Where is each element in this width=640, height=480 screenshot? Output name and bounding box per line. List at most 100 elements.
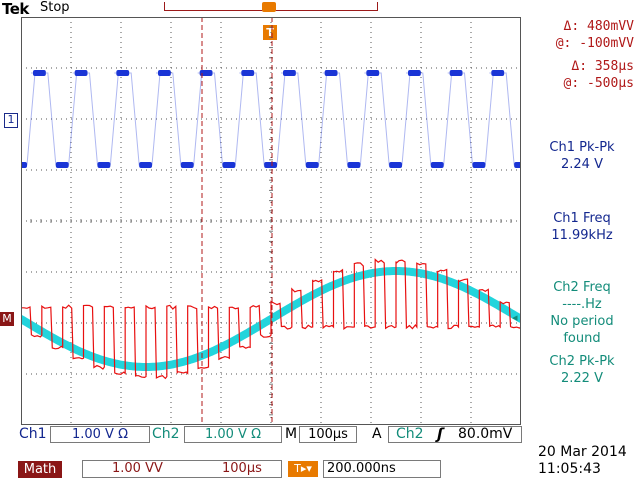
ch1-pkpk-label: Ch1 Pk-Pk — [526, 140, 638, 155]
graticule-tick — [131, 219, 132, 223]
graticule-tick — [481, 219, 482, 223]
graticule-tick — [361, 219, 362, 223]
graticule-tick — [269, 47, 273, 48]
graticule-tick — [401, 219, 402, 223]
graticule-tick — [291, 219, 292, 223]
ch1-low-level — [473, 162, 486, 168]
graticule-tick — [91, 219, 92, 223]
math-time: 100µs — [222, 461, 262, 476]
graticule-tick — [171, 219, 172, 223]
ch1-scale[interactable]: 1.00 V Ω — [50, 426, 150, 443]
trigger-position-arrow-icon: T▸▾ — [288, 461, 318, 477]
graticule-tick — [31, 219, 32, 223]
ch1-high-level — [158, 70, 171, 76]
graticule-tick — [211, 219, 212, 223]
math-scale: 1.00 VV — [112, 461, 163, 476]
math-tag[interactable]: Math — [18, 461, 62, 478]
graticule-tick — [141, 219, 142, 223]
ch1-high-level — [450, 70, 463, 76]
graticule-tick — [269, 414, 273, 415]
ch1-high-level — [366, 70, 379, 76]
graticule-tick — [121, 219, 122, 223]
graticule-tick — [351, 219, 352, 223]
graticule-tick — [101, 219, 102, 223]
ch1-ground-marker[interactable]: 1 — [4, 113, 18, 128]
math-ground-marker[interactable]: M — [0, 312, 14, 326]
brand-logo: Tek — [2, 0, 29, 18]
graticule-tick — [451, 219, 452, 223]
acquisition-label: A — [372, 426, 382, 442]
graticule-tick — [431, 219, 432, 223]
graticule-tick — [471, 219, 472, 223]
graticule-tick — [269, 190, 273, 191]
trigger-source: Ch2 — [396, 426, 424, 442]
ch1-low-level — [223, 162, 236, 168]
graticule-tick — [501, 219, 502, 223]
graticule-tick — [341, 219, 342, 223]
ch2-freq-note: No period — [526, 314, 638, 329]
ch2-freq-note-2: found — [526, 331, 638, 346]
graticule-tick — [241, 219, 242, 223]
graticule-tick — [461, 219, 462, 223]
ch1-high-level — [116, 70, 129, 76]
graticule-tick — [111, 219, 112, 223]
graticule-tick — [51, 219, 52, 223]
trigger-level: 80.0mV — [458, 426, 512, 442]
ch1-low-level — [139, 162, 152, 168]
cursor-time-at: @: -500µs — [564, 76, 634, 91]
ch1-pkpk-value: 2.24 V — [526, 157, 638, 172]
ch1-low-level — [348, 162, 361, 168]
graticule-tick — [221, 219, 222, 223]
graticule-tick — [231, 219, 232, 223]
graticule-tick — [421, 219, 422, 223]
graticule-tick — [41, 219, 42, 223]
graticule-tick — [511, 219, 512, 223]
graticule-tick — [441, 219, 442, 223]
ch2-scale[interactable]: 1.00 V Ω — [184, 426, 282, 443]
ch1-low-level — [431, 162, 444, 168]
ch2-freq-label: Ch2 Freq — [526, 280, 638, 295]
ch1-high-level — [33, 70, 46, 76]
ch1-low-level — [264, 162, 277, 168]
graticule-tick — [269, 119, 273, 120]
graticule-tick — [391, 219, 392, 223]
graticule-tick — [269, 384, 273, 385]
horizontal-scale[interactable]: 100µs — [299, 426, 357, 443]
ch1-high-level — [325, 70, 338, 76]
graticule-tick — [71, 219, 72, 223]
graticule-tick — [269, 88, 273, 89]
graticule-tick — [491, 219, 492, 223]
waveform-display — [21, 17, 521, 425]
cursor-time-delta: Δ: 358µs — [571, 59, 634, 74]
ch1-high-level — [283, 70, 296, 76]
graticule-tick — [251, 219, 252, 223]
ch1-low-level — [514, 162, 521, 168]
ch2-level-arrow[interactable]: ◂ — [512, 311, 518, 324]
graticule-tick — [381, 219, 382, 223]
graticule-tick — [281, 219, 282, 223]
graticule-tick — [269, 231, 273, 232]
graticule-tick — [261, 219, 262, 223]
graticule-tick — [269, 159, 273, 160]
ch1-freq-label: Ch1 Freq — [526, 211, 638, 226]
graticule-tick — [161, 219, 162, 223]
ch1-label[interactable]: Ch1 — [19, 426, 47, 442]
graticule-tick — [371, 219, 372, 223]
horizontal-label: M — [285, 426, 297, 442]
ch1-low-level — [306, 162, 319, 168]
trigger-position-value: 200.000ns — [327, 461, 396, 476]
ch2-pkpk-label: Ch2 Pk-Pk — [526, 354, 638, 369]
ch1-low-level — [181, 162, 194, 168]
ch1-high-level — [75, 70, 88, 76]
ch1-high-level — [241, 70, 254, 76]
ch1-high-level — [408, 70, 421, 76]
ch1-freq-value: 11.99kHz — [526, 228, 638, 243]
graticule-tick — [151, 219, 152, 223]
cursor-volt-delta: Δ: 480mVV — [564, 19, 634, 34]
graticule-tick — [269, 272, 273, 273]
graticule-tick — [269, 343, 273, 344]
ch2-label[interactable]: Ch2 — [152, 426, 180, 442]
trigger-position-marker[interactable] — [262, 2, 276, 12]
graticule-tick — [81, 219, 82, 223]
graticule-tick — [269, 200, 273, 201]
